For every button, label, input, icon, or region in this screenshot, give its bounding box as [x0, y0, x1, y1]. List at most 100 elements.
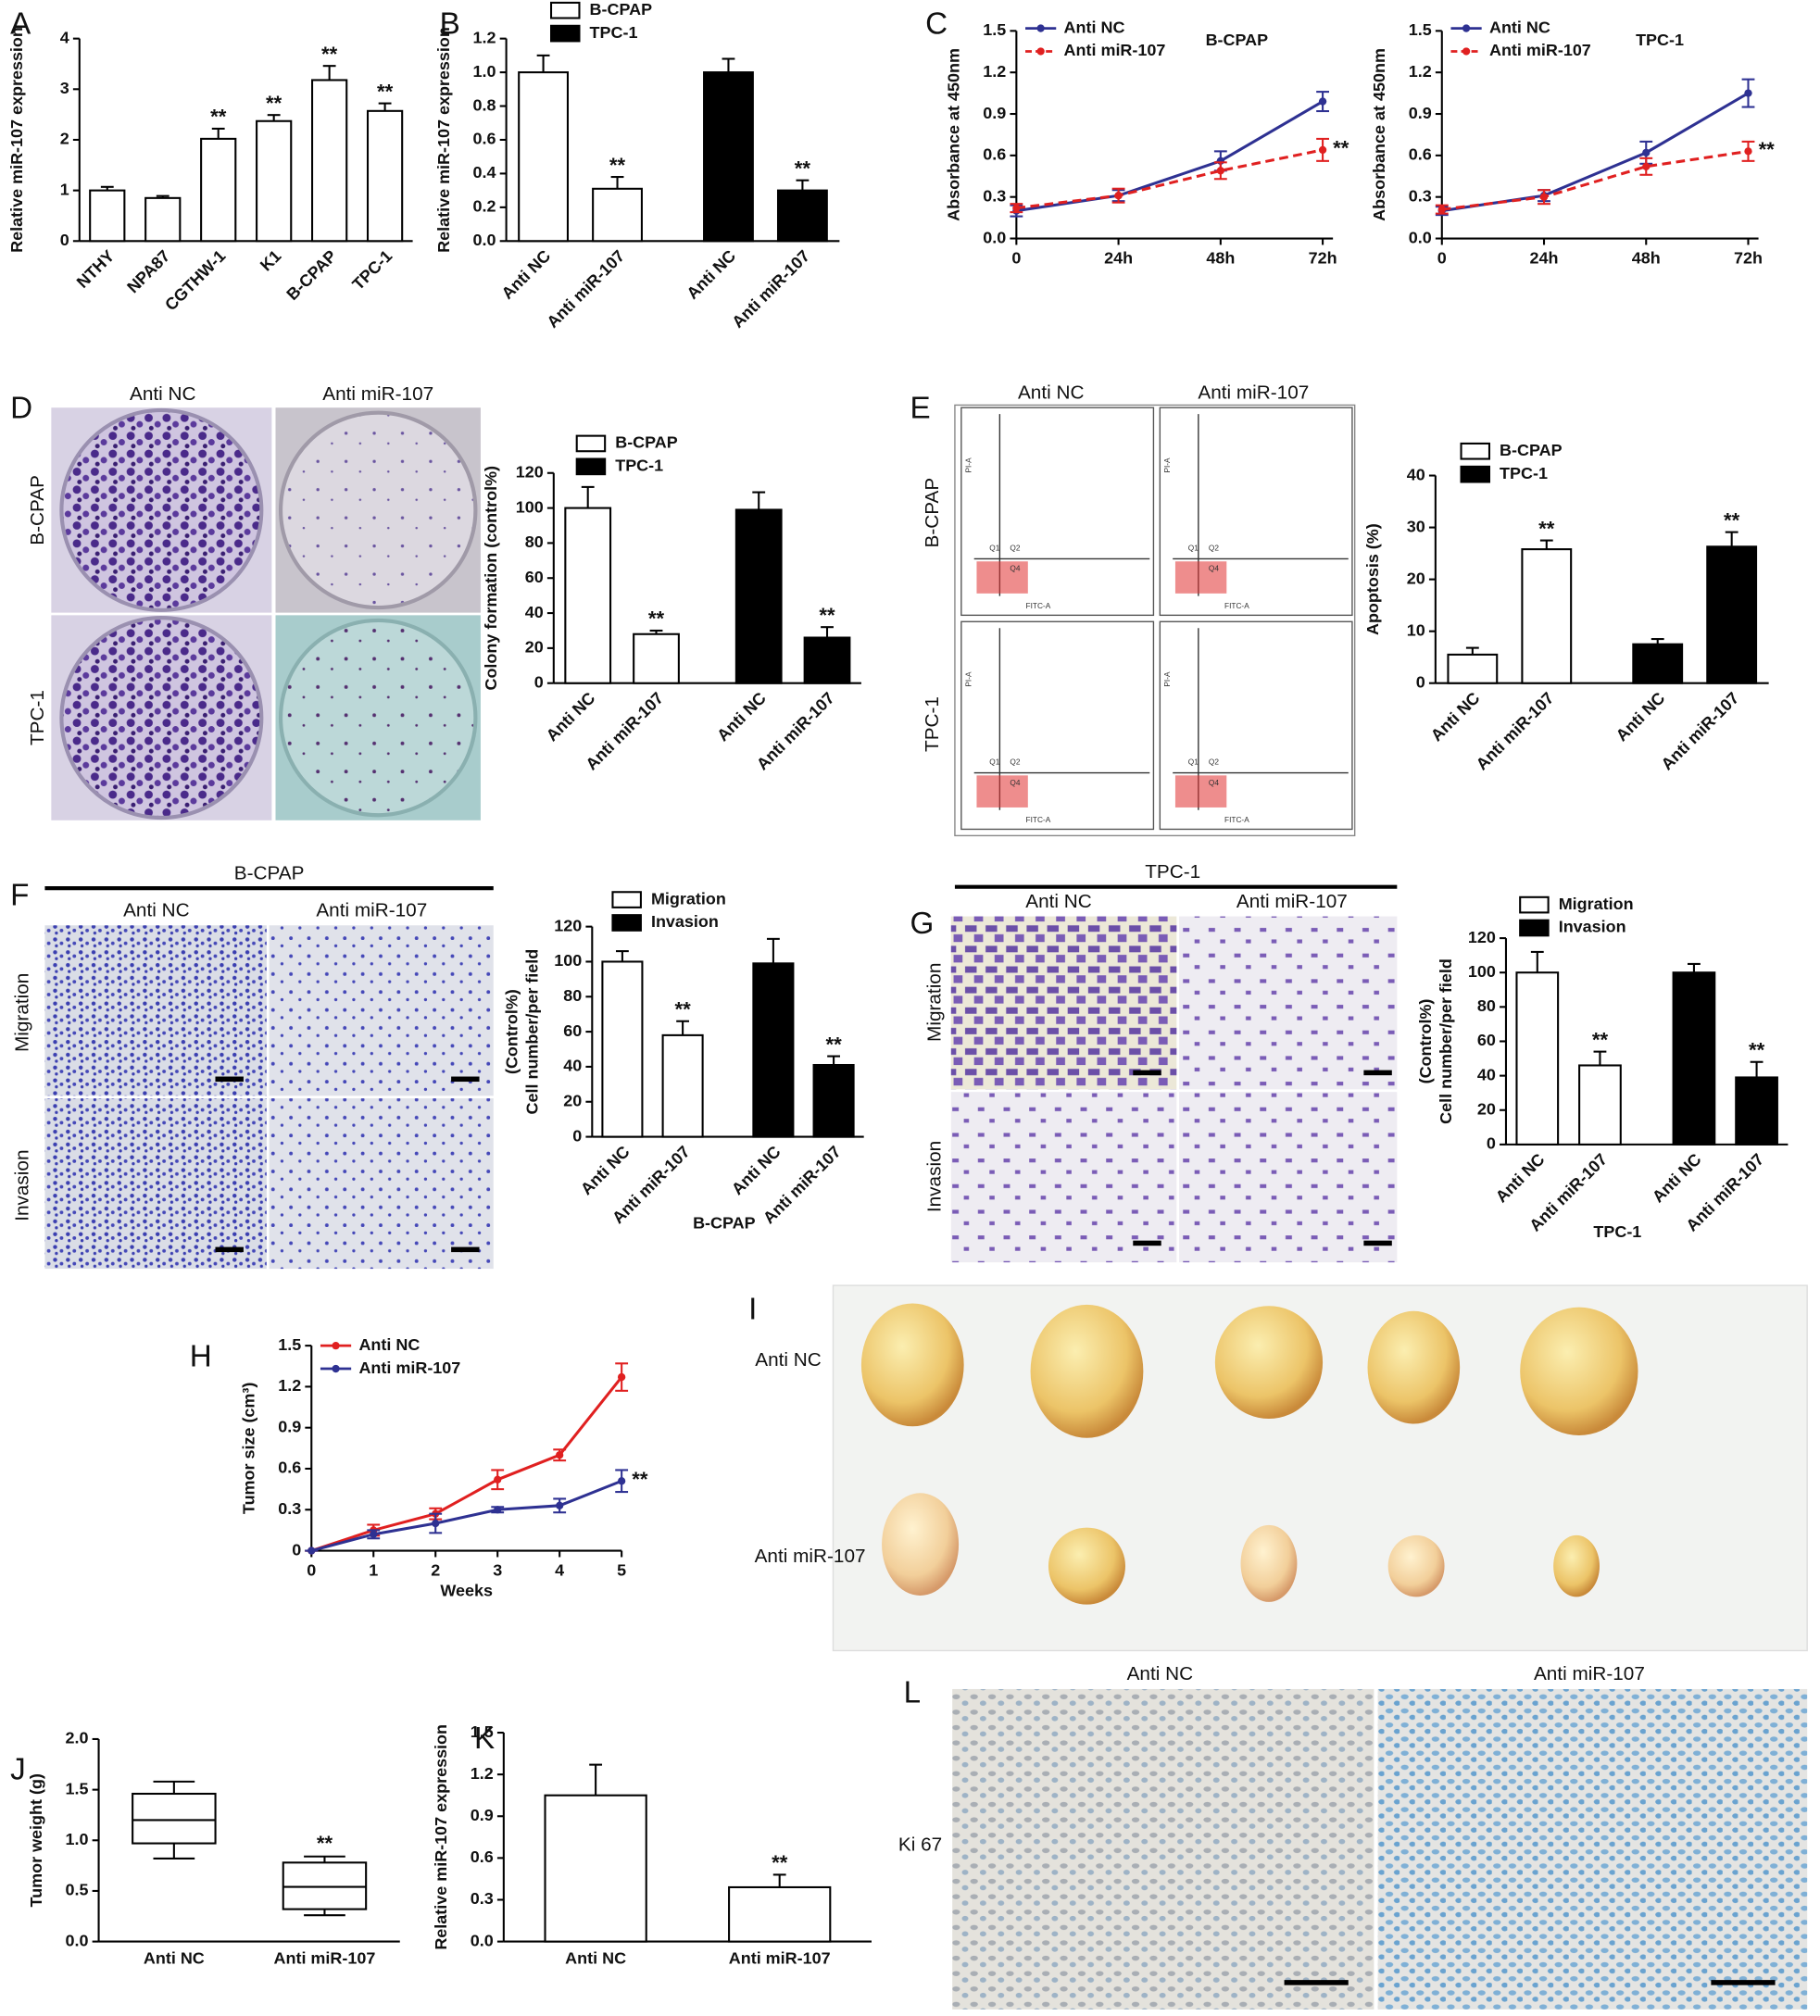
legend-marker: [1036, 47, 1045, 56]
x-tick-label: 5: [617, 1560, 626, 1579]
panel-letter: E: [910, 392, 931, 426]
box: [132, 1792, 217, 1845]
series-line: [1441, 149, 1749, 211]
y-tick-label: 1.5: [471, 1722, 494, 1741]
x-tick-label: Anti miR-107: [729, 1949, 831, 1968]
y-tick-label: 1.2: [471, 1764, 494, 1783]
legend-label: Anti NC: [1489, 18, 1550, 36]
flow-y-label: PI-A: [1162, 671, 1172, 687]
x-tick-label: Anti miR-107: [1658, 689, 1743, 774]
flow-x-label: FITC-A: [1224, 815, 1249, 824]
legend-label: Anti miR-107: [1064, 41, 1166, 59]
legend-label: Anti NC: [1064, 18, 1125, 36]
bar: [1672, 971, 1716, 1146]
legend-swatch: [575, 434, 607, 453]
legend-label: Migration: [651, 889, 726, 908]
x-tick-label: NPA87: [123, 246, 173, 296]
x-tick-label: 0: [1011, 248, 1021, 267]
legend-label: TPC-1: [1500, 464, 1548, 482]
panel-letter: I: [748, 1293, 757, 1327]
flow-x-label: FITC-A: [1026, 815, 1051, 824]
column-label: Anti miR-107: [1236, 891, 1348, 912]
series-line: [1016, 100, 1324, 213]
y-tick-label: 0.0: [65, 1931, 88, 1949]
tumor: [1367, 1310, 1461, 1424]
bar: [803, 636, 851, 684]
y-tick-label: 100: [554, 951, 582, 970]
y-axis-label: Cell number/per field: [1437, 958, 1455, 1124]
x-tick-label: 72h: [1309, 248, 1337, 267]
y-tick-label: 1.5: [983, 20, 1006, 39]
legend-marker: [1462, 47, 1471, 56]
y-tick-label: 0.9: [1409, 104, 1432, 122]
scale-bar: [1133, 1070, 1161, 1076]
y-axis-label: Tumor weight (g): [27, 1773, 45, 1907]
significance: **: [266, 92, 282, 115]
column-label: Anti NC: [1025, 891, 1092, 912]
y-tick-label: 1.5: [1409, 20, 1432, 39]
point: [494, 1506, 502, 1514]
panel-letter: F: [10, 879, 29, 913]
row-label: TPC-1: [27, 690, 48, 745]
legend-swatch: [1519, 895, 1550, 914]
x-tick-label: Anti NC: [728, 1142, 784, 1198]
x-tick-label: Anti miR-107: [1473, 689, 1558, 774]
bar: [776, 189, 828, 243]
panel-letter: D: [10, 392, 32, 426]
panel-letter: K: [474, 1722, 495, 1756]
y-tick-label: 20: [1477, 1099, 1496, 1118]
bar: [200, 137, 237, 243]
y-tick-label: 3: [60, 79, 69, 97]
y-tick-label: 120: [554, 916, 582, 934]
bar: [1578, 1064, 1622, 1146]
point: [556, 1501, 564, 1509]
flow-y-label: PI-A: [1162, 457, 1172, 473]
x-tick-label: Anti NC: [498, 246, 555, 303]
y-tick-label: 0: [572, 1126, 582, 1145]
legend-swatch: [611, 914, 642, 932]
bar: [703, 71, 754, 243]
x-tick-label: Anti miR-107: [543, 246, 628, 332]
bar: [1706, 545, 1758, 684]
bar: [592, 187, 643, 243]
legend-marker: [332, 1364, 340, 1373]
legend-swatch: [1460, 465, 1491, 483]
scale-bar: [215, 1076, 244, 1083]
dish: [278, 618, 478, 818]
transwell-photos: B-CPAP Anti NC Anti miR-107 Migration In…: [11, 862, 494, 1270]
box: [282, 1861, 368, 1910]
tumor: [1553, 1534, 1600, 1597]
quadrant-label: Q2: [1010, 544, 1020, 553]
point: [370, 1530, 378, 1538]
legend-marker: [1462, 24, 1471, 32]
bar: [366, 109, 404, 243]
legend-swatch: [575, 457, 607, 476]
photo: [269, 1098, 494, 1270]
point: [1114, 192, 1123, 200]
y-tick-label: 20: [1407, 569, 1425, 587]
x-tick-label: Anti miR-107: [274, 1949, 376, 1968]
row-label: B-CPAP: [27, 475, 48, 545]
frame: [954, 404, 1356, 837]
quadrant-label: Q1: [1188, 758, 1199, 767]
point: [494, 1475, 502, 1484]
column-label: Anti NC: [1018, 382, 1085, 403]
y-tick-label: 0.3: [471, 1889, 494, 1908]
bar: [564, 507, 612, 684]
significance: **: [1749, 1039, 1765, 1062]
point: [556, 1451, 564, 1459]
bar: [633, 632, 680, 684]
quadrant-label: Q2: [1209, 544, 1219, 553]
scale-bar: [1711, 1980, 1776, 1985]
bar: [1735, 1076, 1778, 1146]
x-tick-label: CGTHW-1: [161, 246, 229, 314]
y-tick-label: 0.5: [65, 1881, 88, 1899]
tumor-photo: Anti NC Anti miR-107: [755, 1284, 1808, 1652]
scale-bar: [1284, 1980, 1349, 1985]
group-title: B-CPAP: [234, 862, 305, 883]
point: [1318, 145, 1327, 155]
y-tick-label: 0: [292, 1540, 301, 1559]
point: [432, 1519, 440, 1528]
y-tick-label: 0.0: [471, 1931, 494, 1949]
significance: **: [772, 1851, 788, 1874]
